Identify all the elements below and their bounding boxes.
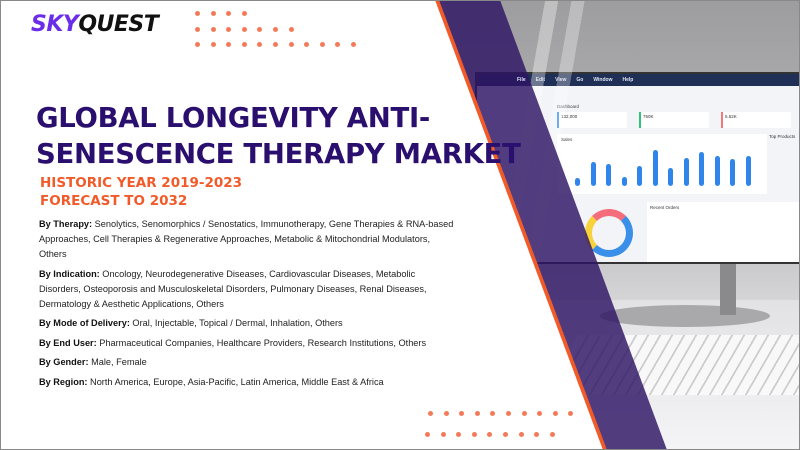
forecast-year: FORECAST TO 2032 <box>40 193 188 209</box>
stat-card: 5.52K <box>721 112 791 128</box>
monitor-stand <box>720 260 736 315</box>
menu-item: View <box>555 77 567 83</box>
chart-bar <box>606 164 611 186</box>
recent-orders-label: Recent Orders <box>650 205 680 210</box>
chart-bar <box>683 158 689 186</box>
dot-row <box>195 27 294 32</box>
chart-bar <box>637 166 642 186</box>
menu-item: File <box>517 77 526 83</box>
subtitle: HISTORIC YEAR 2019-2023 FORECAST TO 2032 <box>40 174 242 210</box>
title-line: SENESCENCE THERAPY MARKET <box>36 138 521 170</box>
dot-row <box>195 42 356 47</box>
segment-region: By Region: North America, Europe, Asia-P… <box>39 376 384 387</box>
top-products-label: Top Products <box>769 134 796 139</box>
stat-card: 132,000 <box>557 112 627 128</box>
chart-bar <box>730 158 735 186</box>
chart-label: Sales <box>561 137 573 142</box>
recent-orders-panel: Recent Orders <box>647 202 800 262</box>
segment-therapy: By Therapy: Senolytics, Senomorphics / S… <box>39 219 454 259</box>
segment-list: By Therapy: Senolytics, Senomorphics / S… <box>39 217 459 394</box>
sales-chart: Sales <box>557 134 767 194</box>
menu-item: Go <box>576 77 584 83</box>
historic-year: HISTORIC YEAR 2019-2023 <box>40 175 243 191</box>
chart-bar <box>590 162 596 186</box>
segment-gender: By Gender: Male, Female <box>39 357 147 367</box>
chart-bar <box>621 177 627 186</box>
donut-chart <box>585 209 633 257</box>
menu-item: Window <box>593 77 613 83</box>
skyquest-logo: SKYQUEST <box>31 12 159 37</box>
menu-item: Help <box>622 77 634 83</box>
chart-bar <box>668 168 673 186</box>
dot-row <box>428 411 574 416</box>
chart-bar <box>575 178 580 186</box>
chart-bar <box>714 156 720 186</box>
chart-bar <box>652 150 658 186</box>
segment-indication: By Indication: Oncology, Neurodegenerati… <box>39 268 427 309</box>
title-line: GLOBAL LONGEVITY ANTI- <box>36 102 430 134</box>
chart-bar <box>699 152 704 186</box>
dot-row <box>195 11 247 16</box>
monitor-base <box>600 305 770 327</box>
segment-mode-of-delivery: By Mode of Delivery: Oral, Injectable, T… <box>39 318 343 328</box>
menu-bar: File Edit View Go Window Help <box>477 74 800 86</box>
stat-card: 750K <box>639 112 709 128</box>
dot-row <box>425 432 555 437</box>
segment-end-user: By End User: Pharmaceutical Companies, H… <box>39 337 427 348</box>
menu-item: Edit <box>535 77 546 83</box>
page-title: GLOBAL LONGEVITY ANTI- SENESCENCE THERAP… <box>36 100 521 172</box>
chart-bar <box>745 156 751 186</box>
dashboard-label: Dashboard <box>557 104 580 109</box>
